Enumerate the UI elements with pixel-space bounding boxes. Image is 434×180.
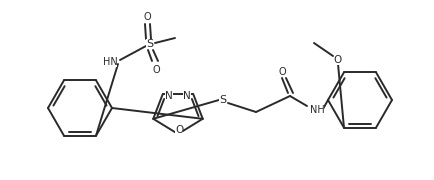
Text: HN: HN (102, 57, 117, 67)
Text: S: S (146, 39, 154, 49)
Text: N: N (184, 91, 191, 101)
Text: O: O (175, 125, 183, 135)
Text: O: O (143, 12, 151, 22)
Text: S: S (220, 95, 227, 105)
Text: NH: NH (309, 105, 324, 115)
Text: O: O (152, 65, 160, 75)
Text: O: O (278, 67, 286, 77)
Text: N: N (165, 91, 173, 101)
Text: O: O (334, 55, 342, 65)
